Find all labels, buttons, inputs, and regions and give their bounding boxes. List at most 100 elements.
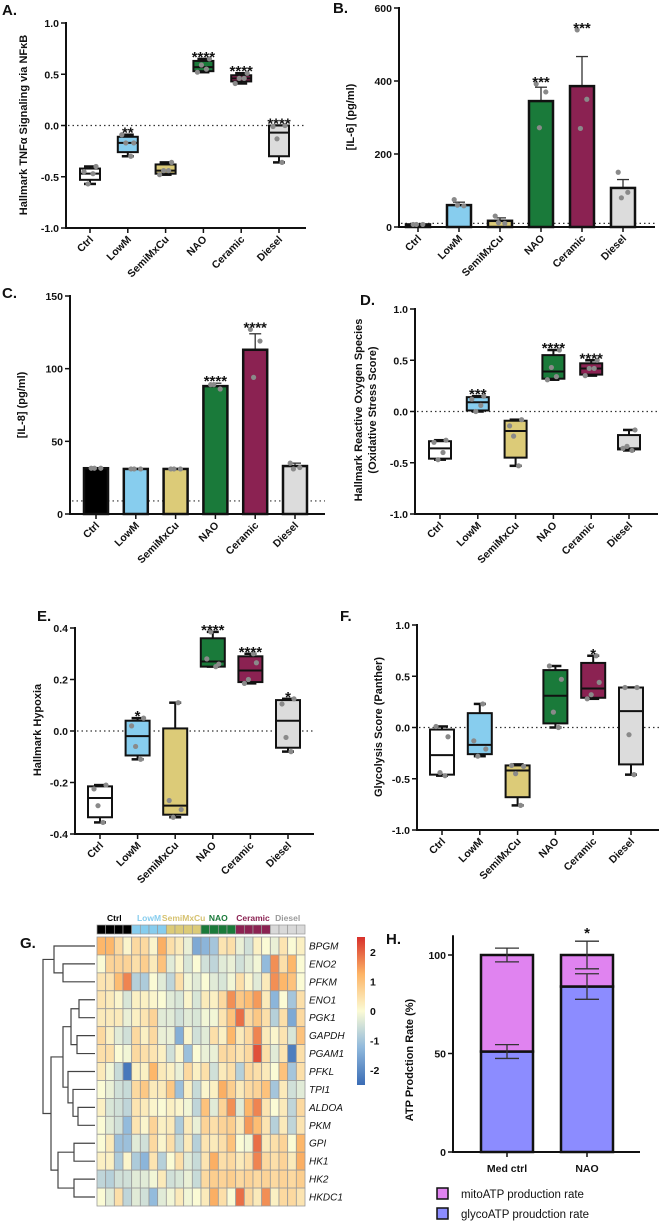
heatmap-cell [252,1133,263,1153]
heatmap-cell [243,1008,254,1028]
data-point [241,75,247,81]
heatmap-cell [131,1080,141,1099]
heatmap-cell [295,1187,306,1207]
heatmap-cell [217,954,228,974]
heatmap-cell [174,936,185,956]
data-point [247,326,253,333]
heatmap-cell [96,1044,107,1063]
column-annotation-semimxcu [165,924,176,935]
heatmap-cell [148,1133,159,1153]
heatmap-cell [191,1044,202,1063]
heatmap-cell [183,1098,193,1117]
data-point [213,664,219,670]
gene-label: GAPDH [309,1031,345,1042]
heatmap-cell [122,936,133,956]
heatmap-cell [287,1026,297,1045]
heatmap-cell [243,1098,254,1117]
x-tick-label: Ctrl [75,234,96,255]
data-point [282,122,288,129]
heatmap-cell [278,972,289,992]
data-point [584,96,590,102]
gene-label: HK2 [309,1175,329,1186]
heatmap-cell [226,1098,237,1117]
significance-marker: **** [201,622,225,639]
y-tick-label: 0.0 [395,723,410,735]
heatmap-cell [243,1044,254,1063]
panel-label: C. [2,285,17,302]
column-annotation-lowm [139,924,150,935]
heatmap-cell [217,1044,228,1063]
heatmap-cell [157,1062,167,1081]
gene-label: HK1 [309,1157,328,1168]
data-point [171,466,177,472]
heatmap-cell [243,1187,254,1207]
panel-label: E. [37,608,51,625]
data-point [631,772,637,778]
column-annotation-ceramic [243,924,254,935]
heatmap-cell [295,1133,306,1153]
heatmap-cell [261,1133,271,1153]
heatmap-cell [183,990,193,1010]
heatmap-cell [113,1115,124,1135]
data-point [556,347,563,353]
data-point [103,782,109,788]
data-point [178,806,184,813]
heatmap-cell [295,1098,306,1117]
significance-marker: **** [580,350,604,367]
heatmap-cell [96,1133,107,1153]
data-point [236,75,242,81]
heatmap-cell [113,990,124,1010]
dendrogram-branch [67,1070,95,1104]
heatmap-cell [165,972,176,992]
data-point [618,195,625,201]
heatmap-cell [226,1187,237,1207]
x-tick-label: Diesel [255,234,285,264]
heatmap-cell [287,972,297,992]
heatmap-cell [209,1133,219,1153]
heatmap-cell [295,1044,306,1063]
heatmap-cell [191,972,202,992]
colorbar [357,937,365,1085]
y-axis-label-line2: (Oxidative Stress Score) [367,346,379,474]
heatmap-cell [261,1008,271,1028]
column-annotation-semimxcu [191,924,202,935]
data-point [287,460,293,466]
heatmap-cell [278,1008,289,1028]
heatmap-cell [226,1080,237,1099]
heatmap-cell [191,1008,202,1028]
heatmap-cell [209,1008,219,1028]
heatmap-cell [295,1062,306,1081]
heatmap-cell [183,1187,193,1207]
data-point [622,684,628,691]
heatmap-cell [113,1098,124,1117]
x-tick-label: NAO [537,836,562,861]
heatmap-cell [287,1151,297,1171]
x-tick-label: Ceramic [224,520,262,558]
bar-ceramic [241,348,269,516]
data-point [211,382,217,388]
panel-label: H. [386,931,401,948]
heatmap-cell [131,1098,141,1117]
data-point [93,163,99,170]
heatmap-cell [217,1151,228,1171]
dendrogram-branch [77,1106,95,1126]
heatmap-cell [209,990,219,1010]
data-point [290,466,296,472]
heatmap-cell [96,1026,107,1045]
heatmap-cell [269,972,280,992]
heatmap-cell [226,1169,237,1189]
heatmap-cell [235,954,245,974]
heatmap-cell [243,1169,254,1189]
heatmap-cell [96,990,107,1010]
data-point [584,696,590,702]
x-tick-label: Ctrl [425,520,446,541]
box-diesel [275,699,301,749]
y-tick-label: 0 [57,509,63,521]
panel-label: F. [340,608,352,625]
heatmap-cell [113,972,124,992]
heatmap-cell [139,1151,150,1171]
heatmap-cell [235,1080,245,1099]
data-point [626,732,632,738]
heatmap-cell [165,936,176,956]
x-tick-label: Diesel [271,520,301,550]
